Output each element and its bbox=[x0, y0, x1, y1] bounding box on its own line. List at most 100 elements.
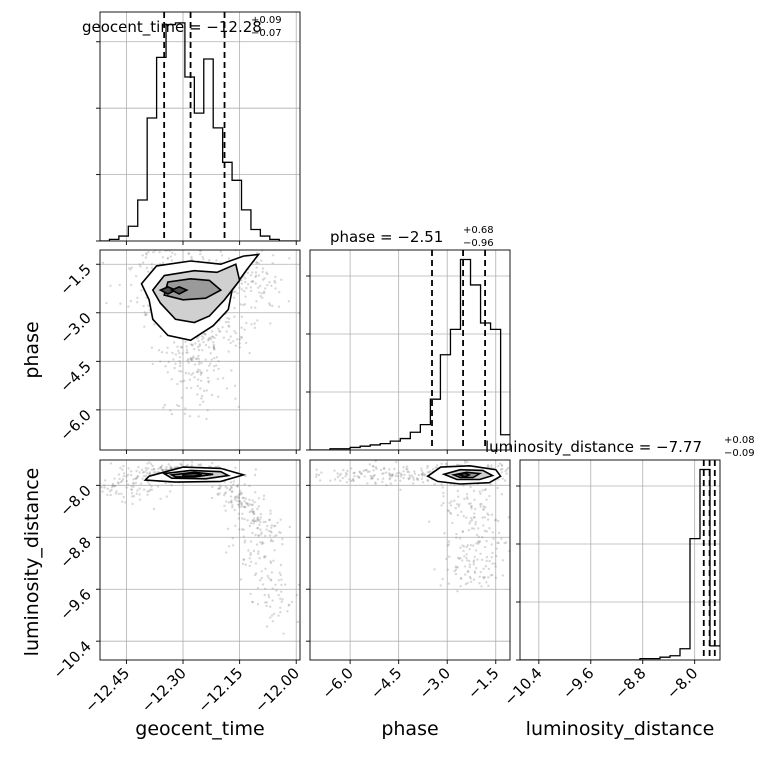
scatter-point bbox=[238, 528, 241, 531]
scatter-point bbox=[207, 380, 210, 383]
scatter-point bbox=[191, 343, 194, 346]
scatter-point bbox=[315, 473, 318, 476]
scatter-point bbox=[204, 358, 207, 361]
scatter-point bbox=[136, 301, 139, 304]
scatter-point bbox=[131, 495, 134, 498]
scatter-point bbox=[487, 584, 490, 587]
scatter-point bbox=[267, 596, 271, 599]
scatter-point bbox=[233, 330, 236, 333]
scatter-point bbox=[402, 470, 405, 473]
scatter-point bbox=[297, 583, 300, 586]
scatter-point bbox=[159, 497, 162, 500]
scatter-point bbox=[494, 565, 497, 568]
scatter-point bbox=[224, 491, 228, 494]
scatter-point bbox=[405, 467, 408, 470]
scatter-point bbox=[165, 227, 167, 229]
scatter-point bbox=[498, 462, 501, 465]
scatter-point bbox=[243, 289, 246, 293]
scatter-point bbox=[197, 354, 200, 358]
xtick-label-geocent_time-1: −12.30 bbox=[138, 664, 190, 716]
scatter-point bbox=[273, 549, 276, 552]
scatter-point bbox=[203, 332, 207, 336]
scatter-point bbox=[336, 472, 339, 475]
scatter-point bbox=[284, 583, 287, 586]
scatter-point bbox=[201, 255, 204, 259]
scatter-point bbox=[448, 555, 451, 558]
scatter-point bbox=[270, 614, 274, 617]
scatter-point bbox=[265, 601, 268, 604]
scatter-point bbox=[268, 605, 272, 608]
scatter-point bbox=[224, 485, 227, 488]
scatter-point bbox=[241, 512, 244, 515]
scatter-point bbox=[235, 499, 239, 502]
axes-frame-p3 bbox=[99, 459, 301, 661]
scatter-point bbox=[274, 281, 277, 284]
scatter-point bbox=[119, 480, 123, 484]
scatter-point bbox=[390, 474, 393, 477]
scatter-point bbox=[128, 267, 131, 270]
scatter-point bbox=[263, 593, 266, 597]
scatter-point bbox=[496, 541, 499, 545]
scatter-point bbox=[254, 572, 258, 575]
scatter-point bbox=[230, 369, 233, 372]
scatter-point bbox=[230, 501, 233, 504]
scatter-point bbox=[253, 473, 257, 477]
scatter-point bbox=[363, 475, 366, 478]
scatter-point bbox=[353, 471, 356, 475]
scatter-point bbox=[200, 371, 203, 374]
scatter-point bbox=[236, 292, 239, 295]
scatter-point bbox=[462, 545, 466, 548]
scatter-point bbox=[465, 496, 469, 499]
scatter-point bbox=[263, 556, 266, 559]
scatter-point bbox=[428, 470, 432, 473]
scatter-point bbox=[106, 487, 109, 490]
scatter-point bbox=[235, 495, 239, 498]
scatter-point bbox=[464, 573, 467, 576]
scatter-point bbox=[333, 469, 336, 472]
scatter-point bbox=[446, 568, 450, 571]
scatter-point bbox=[120, 492, 123, 495]
ytick-label-phase-3: −1.5 bbox=[56, 260, 94, 298]
scatter-point bbox=[256, 526, 260, 530]
scatter-point bbox=[130, 488, 134, 491]
scatter-point bbox=[365, 468, 368, 472]
scatter-point bbox=[346, 469, 349, 473]
scatter-point bbox=[237, 512, 240, 515]
scatter-point bbox=[136, 489, 139, 492]
scatter-point bbox=[197, 339, 200, 343]
scatter-point bbox=[255, 543, 259, 546]
scatter-point bbox=[202, 389, 206, 392]
scatter-point bbox=[381, 472, 384, 476]
scatter-point bbox=[221, 326, 224, 329]
scatter-point bbox=[232, 296, 236, 299]
xtick-label-luminosity_distance-3: −8.0 bbox=[663, 664, 701, 702]
scatter-point bbox=[270, 531, 273, 534]
scatter-point bbox=[240, 503, 244, 506]
scatter-point bbox=[254, 282, 257, 285]
scatter-point bbox=[238, 338, 242, 341]
scatter-point bbox=[416, 477, 419, 481]
scatter-point bbox=[260, 533, 263, 536]
scatter-point bbox=[121, 478, 125, 481]
scatter-point bbox=[237, 499, 241, 503]
contour-level-3 bbox=[182, 472, 203, 477]
scatter-point bbox=[465, 556, 468, 560]
scatter-point bbox=[206, 409, 209, 412]
scatter-point bbox=[251, 503, 254, 506]
scatter-point bbox=[406, 470, 409, 473]
scatter-point bbox=[268, 303, 272, 307]
scatter-point bbox=[213, 348, 216, 351]
scatter-point bbox=[272, 559, 275, 562]
scatter-point bbox=[215, 356, 219, 359]
scatter-point bbox=[240, 282, 243, 285]
scatter-point bbox=[148, 482, 151, 486]
scatter-point bbox=[150, 488, 154, 491]
scatter-point bbox=[109, 284, 112, 287]
scatter-point bbox=[245, 321, 248, 325]
scatter-point bbox=[239, 303, 243, 306]
scatter-point bbox=[219, 485, 223, 488]
scatter-point bbox=[258, 557, 261, 560]
scatter-point bbox=[468, 559, 471, 563]
scatter-point bbox=[204, 333, 207, 336]
scatter-point bbox=[453, 484, 456, 487]
